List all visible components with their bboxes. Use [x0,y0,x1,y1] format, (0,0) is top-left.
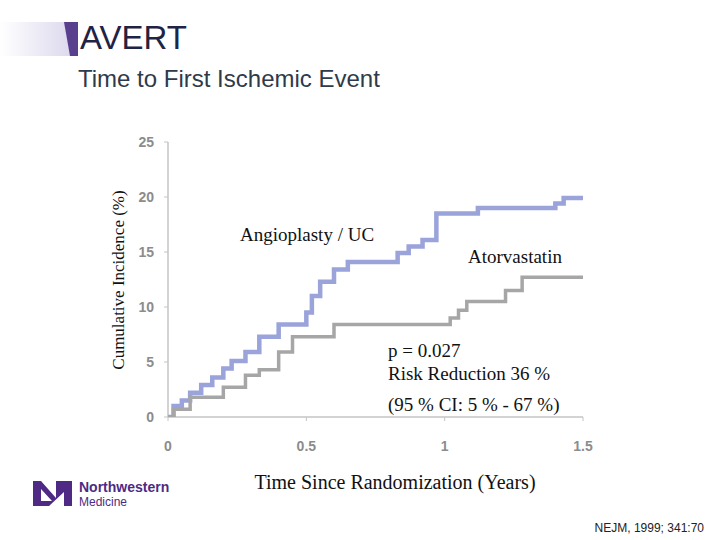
y-tick-label: 5 [146,354,154,370]
y-tick [164,362,168,363]
subtitle: Time to First Ischemic Event [78,65,380,92]
x-axis [168,416,583,418]
title-bar [0,22,78,56]
y-axis [167,142,169,417]
logo-text: Medicine [79,495,127,509]
y-tick-label: 25 [138,134,154,150]
x-tick [168,417,169,421]
y-tick [164,252,168,253]
x-tick [444,417,445,421]
y-axis-label: Cumulative Incidence (%) [109,190,128,369]
series-label: Atorvastatin [468,246,562,267]
x-axis-label: Time Since Randomization (Years) [254,471,535,494]
x-tick [306,417,307,421]
annotation: (95 % CI: 5 % - 67 %) [388,394,560,416]
series-label: Angioplasty / UC [240,224,374,245]
y-tick [164,197,168,198]
x-tick-label: 0 [164,438,172,454]
series-line [168,277,583,417]
annotation: p = 0.027 [388,340,460,361]
y-tick [164,307,168,308]
logo-text: Northwestern [79,479,169,495]
y-tick-label: 0 [146,409,154,425]
x-tick [583,417,584,421]
source: NEJM, 1999; 341:70 [595,521,705,535]
logo-mark [33,481,72,506]
y-tick [164,417,168,418]
slide: AVERTTime to First Ischemic Event0510152… [0,0,720,540]
x-tick-label: 1.5 [573,438,593,454]
logo-mark-cut [41,489,52,501]
title: AVERT [80,19,187,56]
plot-area [168,198,583,417]
x-tick-label: 1 [441,438,449,454]
y-tick-label: 15 [138,244,154,260]
y-tick [164,142,168,143]
y-tick-label: 20 [138,189,154,205]
title-bar-accent [64,22,78,56]
annotation: Risk Reduction 36 % [388,363,550,384]
y-tick-label: 10 [138,299,154,315]
x-tick-label: 0.5 [297,438,317,454]
series-line [168,198,583,417]
